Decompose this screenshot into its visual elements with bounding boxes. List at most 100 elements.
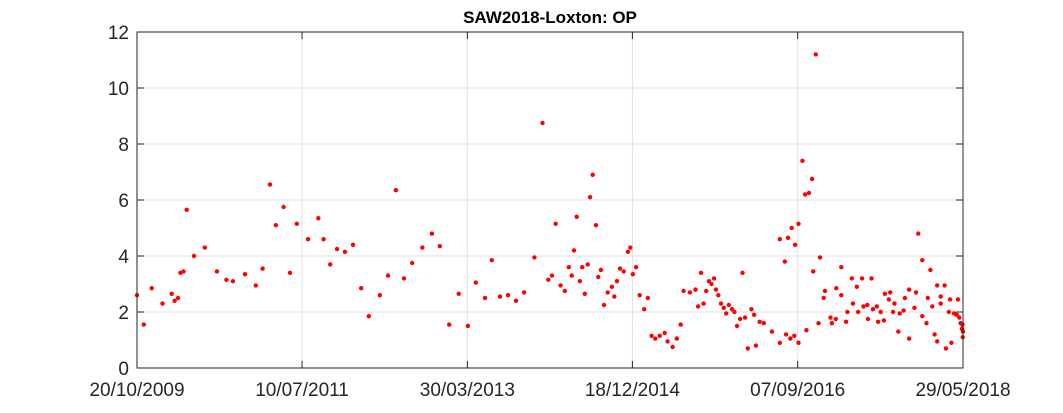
data-point bbox=[713, 287, 719, 292]
data-point bbox=[920, 258, 925, 263]
data-point bbox=[687, 290, 693, 295]
data-point bbox=[172, 298, 177, 303]
data-point bbox=[489, 258, 494, 263]
axis-ticks bbox=[136, 31, 964, 369]
data-point bbox=[633, 265, 639, 270]
data-point bbox=[593, 223, 599, 228]
data-point bbox=[695, 304, 701, 309]
data-point bbox=[721, 305, 726, 310]
data-point bbox=[924, 321, 929, 326]
data-point bbox=[437, 244, 442, 249]
data-point bbox=[321, 237, 326, 242]
data-point bbox=[242, 272, 248, 277]
data-point bbox=[897, 311, 902, 316]
data-point bbox=[777, 237, 782, 242]
y-tick-label: 8 bbox=[118, 135, 129, 156]
data-point bbox=[870, 307, 876, 312]
chart-title: SAW2018-Loxton: OP bbox=[463, 8, 637, 27]
data-point bbox=[562, 288, 567, 294]
data-point bbox=[882, 291, 888, 296]
data-point bbox=[473, 280, 478, 285]
data-point bbox=[532, 255, 537, 260]
data-point bbox=[521, 290, 527, 295]
data-point bbox=[698, 270, 704, 275]
data-point bbox=[800, 158, 805, 163]
data-point bbox=[796, 221, 801, 226]
data-point bbox=[574, 214, 579, 219]
data-point bbox=[875, 319, 881, 324]
data-point bbox=[281, 204, 286, 210]
x-tick-label: 07/09/2016 bbox=[750, 380, 845, 401]
data-point bbox=[913, 290, 919, 295]
data-point bbox=[726, 302, 731, 308]
data-point bbox=[839, 293, 844, 298]
data-point bbox=[890, 309, 896, 315]
data-point bbox=[253, 283, 258, 288]
data-point bbox=[955, 297, 961, 302]
data-point bbox=[628, 245, 633, 250]
data-point bbox=[817, 255, 823, 260]
data-point bbox=[701, 301, 706, 306]
data-point bbox=[906, 287, 912, 292]
data-point bbox=[716, 293, 721, 298]
data-point bbox=[571, 248, 577, 253]
data-point bbox=[614, 279, 620, 284]
data-point bbox=[849, 276, 854, 281]
data-point bbox=[420, 245, 425, 250]
data-point bbox=[505, 293, 511, 298]
data-point bbox=[855, 309, 861, 315]
data-point bbox=[886, 297, 892, 302]
data-point bbox=[854, 284, 859, 289]
x-tick-label: 29/05/2018 bbox=[915, 380, 1010, 401]
data-point bbox=[649, 333, 654, 338]
data-point bbox=[605, 290, 610, 295]
data-point bbox=[816, 321, 821, 326]
data-point bbox=[202, 245, 207, 250]
data-point bbox=[892, 301, 897, 306]
data-point bbox=[141, 322, 146, 327]
data-point bbox=[569, 273, 574, 278]
data-point bbox=[566, 265, 571, 270]
data-point bbox=[859, 276, 865, 281]
data-point bbox=[785, 235, 791, 240]
y-tick-label: 10 bbox=[108, 79, 129, 100]
data-point bbox=[954, 312, 959, 317]
data-point bbox=[740, 270, 745, 275]
data-point bbox=[456, 291, 461, 296]
data-point bbox=[804, 328, 809, 333]
data-point bbox=[734, 323, 740, 329]
data-point bbox=[598, 267, 604, 273]
data-point bbox=[845, 309, 850, 315]
data-point bbox=[582, 291, 587, 296]
x-tick-label: 20/10/2009 bbox=[89, 380, 184, 401]
data-point bbox=[811, 269, 816, 274]
data-point bbox=[946, 309, 951, 315]
data-point bbox=[792, 333, 797, 338]
data-point bbox=[612, 294, 617, 299]
data-point bbox=[465, 323, 471, 329]
data-point bbox=[916, 231, 921, 236]
data-point bbox=[912, 305, 917, 310]
data-point bbox=[678, 322, 683, 327]
data-point bbox=[718, 301, 724, 306]
y-tick-label: 4 bbox=[118, 247, 129, 268]
x-tick-label: 18/12/2014 bbox=[585, 380, 681, 401]
data-point bbox=[149, 286, 154, 291]
data-point bbox=[850, 301, 856, 306]
data-point bbox=[316, 216, 321, 221]
data-point bbox=[184, 207, 189, 212]
data-point bbox=[665, 339, 670, 344]
data-point bbox=[878, 309, 883, 315]
data-point bbox=[359, 286, 364, 291]
data-point bbox=[267, 182, 273, 187]
x-tick-label: 10/07/2011 bbox=[255, 380, 349, 401]
axis-tick-labels: 0 2 4 6 8 10 12 20/10/2009 10/07/2011 30/03/2013 1… bbox=[89, 23, 1010, 401]
data-point bbox=[777, 340, 782, 345]
data-point bbox=[214, 269, 220, 274]
data-point bbox=[949, 340, 954, 345]
data-point bbox=[191, 253, 197, 259]
data-point bbox=[645, 295, 651, 301]
data-point bbox=[350, 242, 356, 247]
data-point bbox=[704, 288, 709, 294]
